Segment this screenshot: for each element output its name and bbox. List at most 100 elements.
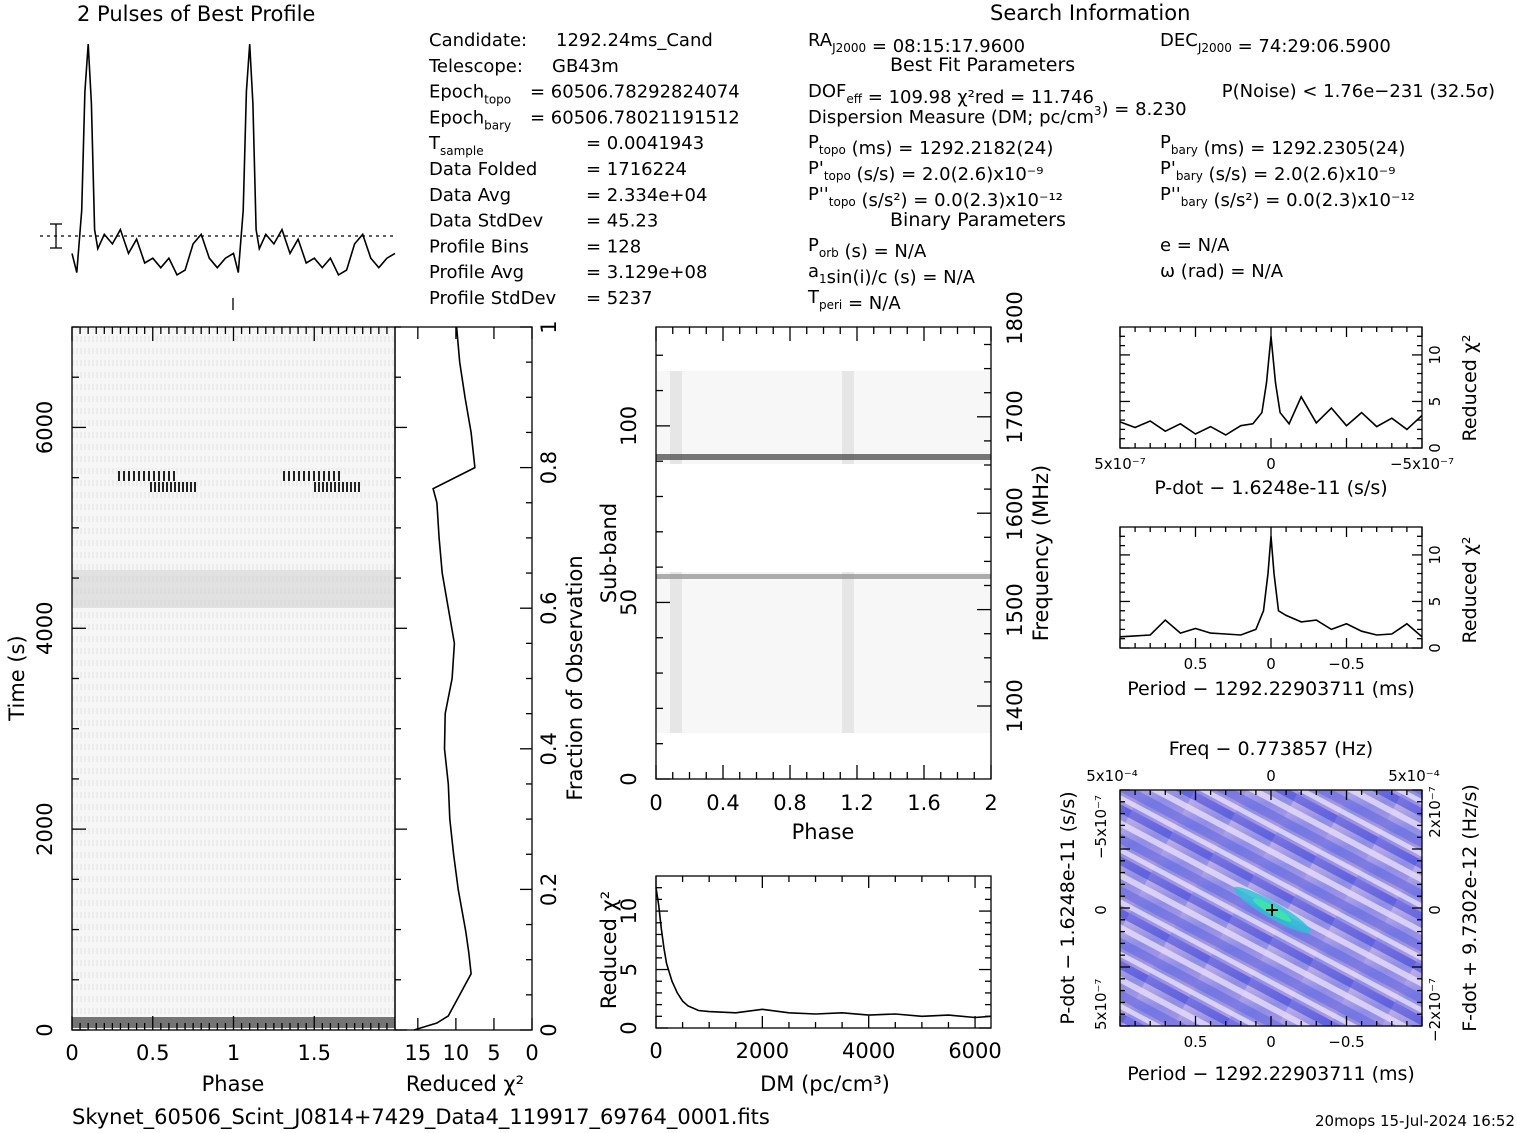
dm-chi2-plot: 0 2000 4000 6000 0 5 10 DM (pc/cm³) Reduced χ²: [597, 875, 1002, 1096]
ppdot-y2tick: −2x10⁻⁷: [1426, 978, 1444, 1042]
pulse-dash: [168, 471, 170, 481]
time-chi2-ytick: 0.2: [537, 873, 561, 906]
pulse-dash: [308, 471, 310, 481]
subband-xtick: 1.6: [907, 791, 940, 815]
pulse-dash: [318, 471, 320, 481]
pulse-dash: [170, 482, 172, 492]
ppdot-x2tick: 0: [1266, 767, 1276, 785]
info-value: (32.5σ): [1424, 81, 1495, 102]
profile-line: [71, 43, 396, 277]
subband-bright-channel: [656, 454, 991, 460]
info-row: P''bary (s/s²) = 0.0(2.3)x10⁻¹²: [1160, 184, 1415, 211]
subband-y2tick: 1500: [1003, 583, 1027, 636]
info-value: (ms) = 1292.2305(24): [1198, 138, 1406, 159]
time-phase-pulse-dashes: [118, 471, 360, 492]
subband-xtick: 0.4: [706, 791, 739, 815]
info-row: Epochbary: [429, 107, 511, 132]
info-row: ω (rad) = N/A: [1160, 261, 1284, 282]
info-row: Data Folded: [429, 159, 537, 180]
pdot-chi2-xtick: −5x10⁻⁷: [1390, 455, 1454, 473]
info-sub: topo: [484, 93, 511, 107]
search-info-title: Search Information: [990, 1, 1190, 25]
time-phase-ytick: 4000: [33, 602, 57, 655]
dm-chi2-xtick: 4000: [842, 1039, 895, 1063]
pulse-dash: [328, 471, 330, 481]
subband-y2label: Frequency (MHz): [1029, 465, 1053, 641]
pulse-dash: [186, 482, 188, 492]
info-label: P: [808, 132, 819, 153]
dm-chi2-ytick: 10: [617, 898, 641, 925]
pulse-dash: [148, 471, 150, 481]
subband-ytick: 0: [617, 772, 641, 785]
info-label: P': [808, 158, 824, 179]
time-chi2-xtick: 0: [525, 1041, 538, 1065]
info-row: Candidate:: [429, 30, 527, 51]
pulse-dash: [118, 471, 120, 481]
period-chi2-xtick: −0.5: [1328, 655, 1364, 673]
info-left-block: Candidate: 1292.24ms_Cand Telescope: GB43m E…: [428, 30, 740, 309]
pulse-dash: [154, 482, 156, 492]
profile-title: 2 Pulses of Best Profile: [77, 2, 315, 26]
period-chi2-ytick: 5: [1426, 597, 1444, 607]
dm-chi2-xtick: 0: [649, 1039, 662, 1063]
pulse-dash: [346, 482, 348, 492]
info-row: Profile StdDev: [429, 288, 557, 309]
info-value: = N/A: [842, 293, 901, 314]
period-chi2-ytick: 0: [1426, 643, 1444, 653]
pulse-dash: [158, 482, 160, 492]
time-phase-xlabel: Phase: [202, 1072, 265, 1096]
period-chi2-plot: 0.5 0 −0.5 0 5 10 Period − 1292.22903711 (ms)…: [1119, 526, 1481, 700]
ppdot-xtick: 0: [1266, 1033, 1276, 1051]
pulse-dash: [313, 471, 315, 481]
info-label: Epoch: [429, 82, 484, 103]
info-value: (ms) = 1292.2182(24): [846, 138, 1054, 159]
dm-chi2-frame: [655, 875, 992, 1029]
period-chi2-ytick: 10: [1426, 545, 1444, 564]
profile-plot: [40, 43, 396, 310]
pulse-dash: [318, 482, 320, 492]
dm-chi2-axes: 0 2000 4000 6000 0 5 10: [617, 876, 1002, 1063]
period-chi2-axes: 0.5 0 −0.5 0 5 10: [1119, 527, 1444, 673]
time-phase-xtick: 0: [65, 1041, 78, 1065]
subband-xlabel: Phase: [792, 820, 855, 844]
info-sub: orb: [819, 246, 839, 260]
time-chi2-axes: 15 10 5 0 0 0.2 0.4 0.6 0.8 1: [395, 320, 561, 1065]
info-mid-block: RAJ2000 = 08:15:17.9600 DOFeff = 109.98 χ…: [807, 30, 1187, 314]
ppdot-axes: 0.5 0 −0.5 5x10⁻⁴ 0 5x10⁻⁴ 5x10⁻⁷ 0 −5x10⁻⁷ −2x10…: [1086, 767, 1444, 1051]
time-chi2-line: [413, 326, 476, 1031]
pulse-dash: [342, 482, 344, 492]
info-sup: 3: [1094, 104, 1102, 118]
info-row: P(Noise) < 1.76e−231 (32.5σ): [1222, 81, 1495, 102]
info-value: = 60506.78292824074: [530, 82, 740, 103]
pulse-dash: [158, 471, 160, 481]
info-label: Profile Bins: [429, 236, 529, 257]
subband-phase-plot: 0 0.4 0.8 1.2 1.6 2 0 50 100 1400 1500 1600 1700 1800…: [597, 291, 1053, 844]
time-chi2-ytick: 0.8: [537, 451, 561, 484]
time-phase-band: [72, 570, 395, 608]
info-row: Pbary (ms) = 1292.2305(24): [1160, 132, 1405, 159]
info-label: a: [808, 261, 819, 282]
pulse-dash: [323, 471, 325, 481]
info-label: P: [1160, 132, 1171, 153]
dm-chi2-line: [655, 887, 992, 1019]
info-value: = 3.129e+08: [586, 262, 707, 283]
info-sub: J2000: [831, 41, 866, 55]
info-label: Profile StdDev: [429, 288, 557, 309]
info-value: = 1716224: [586, 159, 687, 180]
time-chi2-xlabel: Reduced χ²: [406, 1072, 524, 1096]
pulse-dash: [174, 482, 176, 492]
ppdot-title: Freq − 0.773857 (Hz): [1169, 738, 1373, 760]
info-value: = 0.0041943: [586, 133, 704, 154]
pdot-chi2-plot: 5x10⁻⁷ 0 −5x10⁻⁷ 0 5 10 P-dot − 1.6248e-11 (s…: [1094, 326, 1481, 499]
time-phase-ytick: 6000: [33, 401, 57, 454]
subband-masked: [656, 464, 991, 572]
ppdot-x2tick: 5x10⁻⁴: [1086, 767, 1137, 785]
pulse-dash: [178, 482, 180, 492]
dm-chi2-ytick: 5: [617, 963, 641, 976]
time-chi2-xtick: 5: [487, 1041, 500, 1065]
pulse-dash: [166, 482, 168, 492]
pdot-chi2-line: [1119, 336, 1423, 436]
info-value: = 08:15:17.9600: [866, 36, 1025, 57]
ppdot-y2tick: 0: [1426, 905, 1444, 915]
time-phase-xtick: 0.5: [136, 1041, 169, 1065]
